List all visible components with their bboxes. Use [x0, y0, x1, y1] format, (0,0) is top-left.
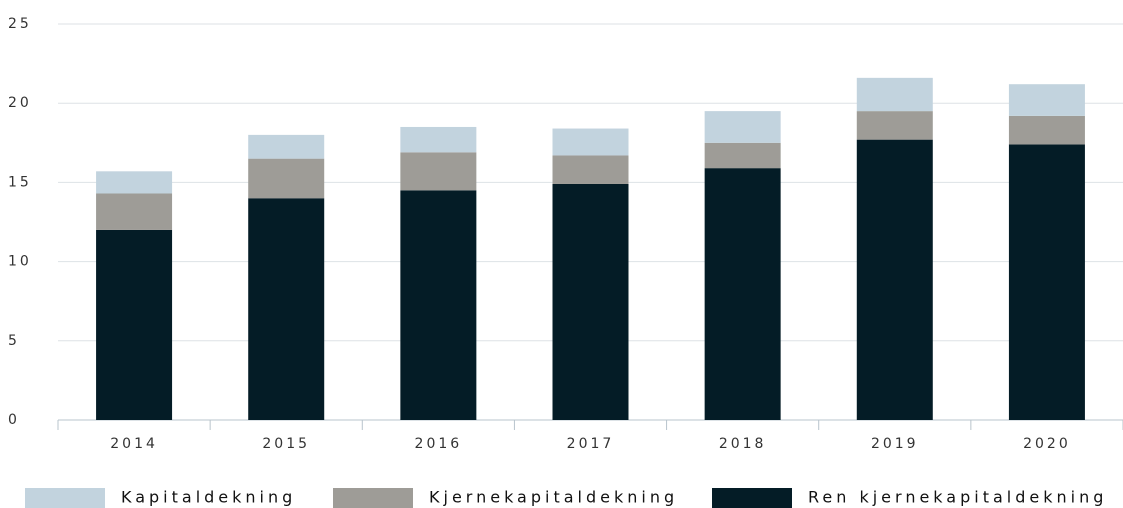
- bar-segment: [1008, 115, 1085, 145]
- bar-segment: [552, 155, 629, 184]
- x-tick-label: 2019: [871, 436, 919, 452]
- bar-segment: [248, 158, 325, 199]
- x-tick-label: 2016: [415, 436, 463, 452]
- bar-segment: [400, 126, 477, 153]
- bar-segment: [400, 152, 477, 191]
- bar-segment: [856, 111, 933, 140]
- y-tick-label: 5: [8, 333, 20, 349]
- bar-segment: [856, 139, 933, 420]
- bar-segment: [248, 134, 325, 159]
- bar-segment: [96, 193, 173, 230]
- bar-segment: [248, 198, 325, 420]
- legend-swatch: [25, 488, 105, 508]
- legend-label: Ren kjernekapitaldekning: [808, 488, 1107, 507]
- bar-segment: [1008, 84, 1085, 116]
- legend-swatch: [333, 488, 413, 508]
- x-tick-label: 2017: [567, 436, 615, 452]
- x-tick-label: 2014: [110, 436, 158, 452]
- y-tick-label: 0: [8, 412, 20, 428]
- bar-segment: [552, 128, 629, 156]
- bar-segment: [96, 171, 173, 194]
- bar-segment: [704, 168, 781, 420]
- y-tick-label: 15: [8, 174, 32, 190]
- bar-segment: [704, 111, 781, 143]
- x-tick-label: 2015: [262, 436, 310, 452]
- y-tick-label: 20: [8, 95, 32, 111]
- bar-segment: [400, 190, 477, 420]
- x-tick-label: 2018: [719, 436, 767, 452]
- y-tick-label: 25: [8, 16, 32, 32]
- bar-segment: [552, 183, 629, 420]
- x-tick-label: 2020: [1023, 436, 1071, 452]
- bar-segment: [1008, 144, 1085, 420]
- bar-segment: [96, 229, 173, 420]
- bar-segment: [856, 77, 933, 112]
- legend-swatch: [712, 488, 792, 508]
- bar-segment: [704, 142, 781, 169]
- legend-label: Kapitaldekning: [121, 488, 296, 507]
- y-tick-label: 10: [8, 254, 32, 270]
- legend-label: Kjernekapitaldekning: [429, 488, 678, 507]
